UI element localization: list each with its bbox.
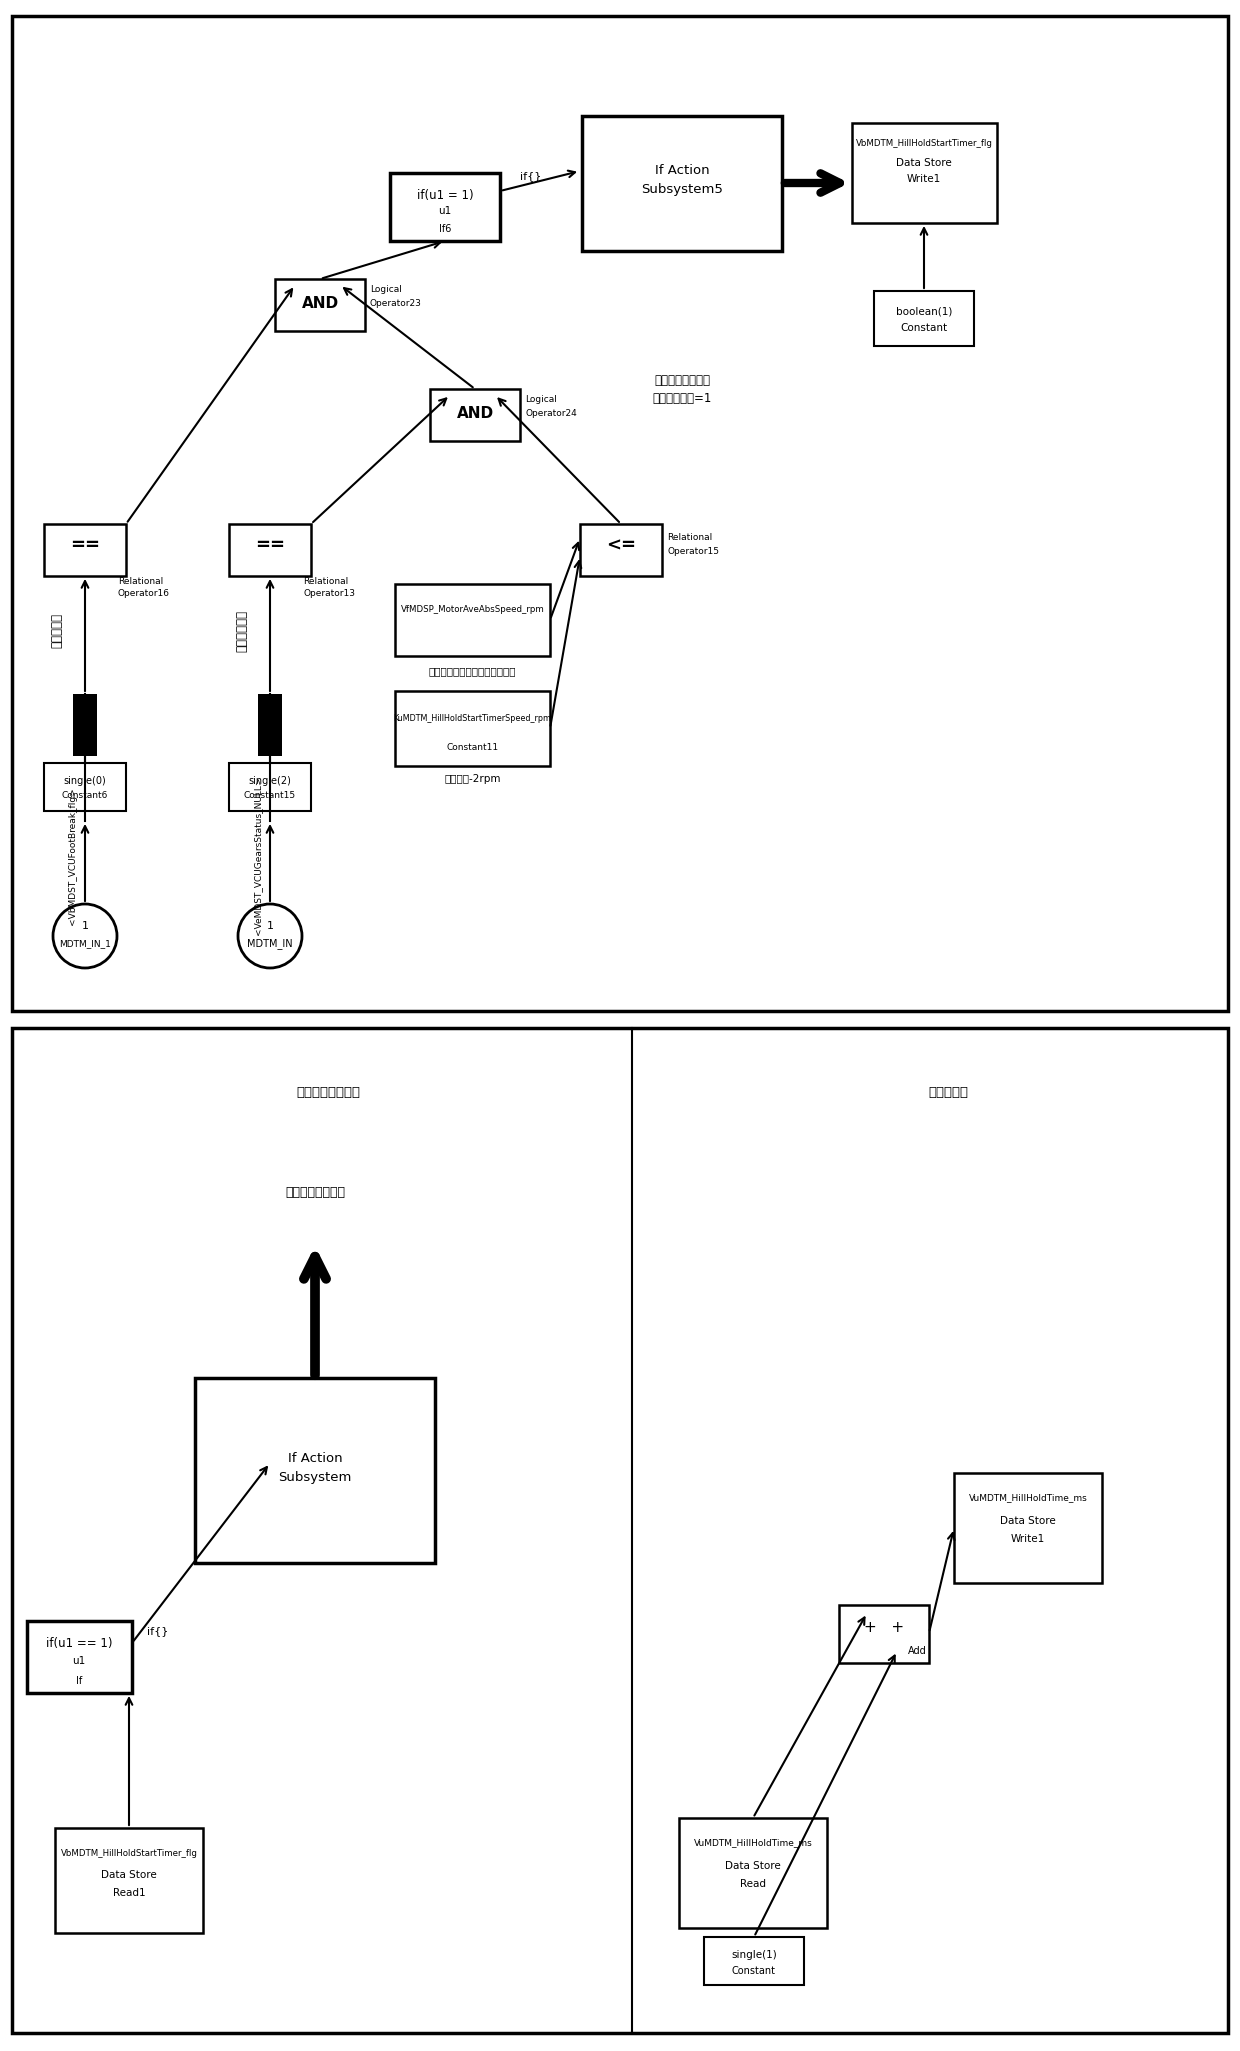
Text: Relational: Relational <box>303 576 348 585</box>
Text: <VbMDST_VCUFootBreak_flg>: <VbMDST_VCUFootBreak_flg> <box>68 788 77 925</box>
Text: boolean(1): boolean(1) <box>895 306 952 316</box>
Text: Read: Read <box>740 1879 766 1889</box>
Text: if{}: if{} <box>148 1626 169 1637</box>
Text: VbMDTM_HillHoldStartTimer_flg: VbMDTM_HillHoldStartTimer_flg <box>856 139 992 148</box>
Text: AND: AND <box>456 406 494 420</box>
Text: 电机速度小于一定值（可标定）: 电机速度小于一定值（可标定） <box>429 667 516 677</box>
Bar <box>396 691 551 765</box>
Text: If: If <box>76 1676 82 1686</box>
Bar <box>27 1620 131 1692</box>
Bar <box>580 523 662 576</box>
Text: VbMDTM_HillHoldStartTimer_flg: VbMDTM_HillHoldStartTimer_flg <box>61 1848 197 1858</box>
Text: Data Store: Data Store <box>102 1871 157 1881</box>
Bar <box>12 16 1228 1011</box>
Text: 计数器累加: 计数器累加 <box>928 1087 968 1099</box>
Text: If Action: If Action <box>655 164 709 178</box>
Text: Data Store: Data Store <box>725 1860 781 1871</box>
Text: Constant15: Constant15 <box>244 792 296 800</box>
Text: Operator15: Operator15 <box>667 546 719 556</box>
Bar <box>582 117 782 250</box>
Circle shape <box>238 904 303 968</box>
Text: VfMDSP_MotorAveAbsSpeed_rpm: VfMDSP_MotorAveAbsSpeed_rpm <box>401 605 544 615</box>
Bar <box>430 390 520 441</box>
Text: Subsystem5: Subsystem5 <box>641 183 723 195</box>
Text: 子系统中的操作：: 子系统中的操作： <box>653 375 711 388</box>
Bar <box>852 123 997 224</box>
Text: Write1: Write1 <box>906 174 941 185</box>
Text: Operator24: Operator24 <box>525 408 577 418</box>
Text: Data Store: Data Store <box>1001 1516 1056 1526</box>
Text: u1: u1 <box>72 1655 86 1665</box>
Bar <box>43 763 126 810</box>
Text: VuMDTM_HillHoldTime_ms: VuMDTM_HillHoldTime_ms <box>968 1493 1087 1503</box>
Text: 计数器标志位=1: 计数器标志位=1 <box>652 392 712 406</box>
Text: Relational: Relational <box>667 533 712 544</box>
Text: Subsystem: Subsystem <box>278 1471 352 1485</box>
Bar <box>73 693 97 757</box>
Text: Constant: Constant <box>900 322 947 332</box>
Text: 没有踩刹车: 没有踩刹车 <box>51 613 63 648</box>
Text: Logical: Logical <box>525 394 557 404</box>
Bar <box>680 1817 827 1928</box>
Text: +   +: + + <box>864 1620 904 1635</box>
Text: 1: 1 <box>82 921 88 931</box>
Bar <box>391 172 500 242</box>
Text: AND: AND <box>301 295 339 310</box>
Text: Constant6: Constant6 <box>62 792 108 800</box>
Bar <box>954 1473 1102 1583</box>
Text: Operator23: Operator23 <box>370 299 422 308</box>
Bar <box>874 291 973 347</box>
Bar <box>258 693 281 757</box>
Text: 子系统中的操作：: 子系统中的操作： <box>285 1185 345 1200</box>
Text: single(1): single(1) <box>732 1951 777 1961</box>
Bar <box>229 763 311 810</box>
Text: KuMDTM_HillHoldStartTimerSpeed_rpm: KuMDTM_HillHoldStartTimerSpeed_rpm <box>393 714 552 724</box>
Bar <box>55 1827 203 1932</box>
Text: If6: If6 <box>439 224 451 234</box>
Text: Constant: Constant <box>732 1967 776 1975</box>
Text: Relational: Relational <box>118 576 164 585</box>
Text: 子系统中的操作：: 子系统中的操作： <box>296 1087 360 1099</box>
Text: if(u1 == 1): if(u1 == 1) <box>46 1637 113 1649</box>
Text: if{}: if{} <box>520 170 542 180</box>
Bar <box>396 585 551 656</box>
Text: Read1: Read1 <box>113 1889 145 1897</box>
Text: Data Store: Data Store <box>897 158 952 168</box>
Text: if(u1 = 1): if(u1 = 1) <box>417 189 474 201</box>
Text: MDTM_IN_1: MDTM_IN_1 <box>60 939 110 948</box>
Bar <box>195 1378 435 1563</box>
Text: <VeMDST_VCUGearsStatus_NULL>: <VeMDST_VCUGearsStatus_NULL> <box>253 777 263 935</box>
Text: Add: Add <box>908 1647 928 1655</box>
Text: single(0): single(0) <box>63 775 107 786</box>
Text: Operator16: Operator16 <box>118 589 170 597</box>
Bar <box>839 1606 929 1663</box>
Bar <box>275 279 365 330</box>
Text: Logical: Logical <box>370 285 402 293</box>
Text: u1: u1 <box>439 205 451 215</box>
Text: MDTM_IN: MDTM_IN <box>247 939 293 950</box>
Bar <box>704 1936 804 1985</box>
Text: 1: 1 <box>267 921 274 931</box>
Text: single(2): single(2) <box>248 775 291 786</box>
Text: 汽车挂前进挡: 汽车挂前进挡 <box>236 609 248 652</box>
Text: If Action: If Action <box>288 1452 342 1464</box>
Text: <=: <= <box>606 537 636 556</box>
Text: VuMDTM_HillHoldTime_ms: VuMDTM_HillHoldTime_ms <box>693 1838 812 1848</box>
Text: ==: == <box>255 535 285 554</box>
Text: ==: == <box>69 535 100 554</box>
Text: Write1: Write1 <box>1011 1534 1045 1544</box>
Bar <box>43 523 126 576</box>
Bar <box>229 523 311 576</box>
Text: 推荐値：-2rpm: 推荐値：-2rpm <box>444 773 501 783</box>
Circle shape <box>53 904 117 968</box>
Text: Constant11: Constant11 <box>446 745 498 753</box>
Bar <box>12 1028 1228 2033</box>
Text: Operator13: Operator13 <box>303 589 355 597</box>
